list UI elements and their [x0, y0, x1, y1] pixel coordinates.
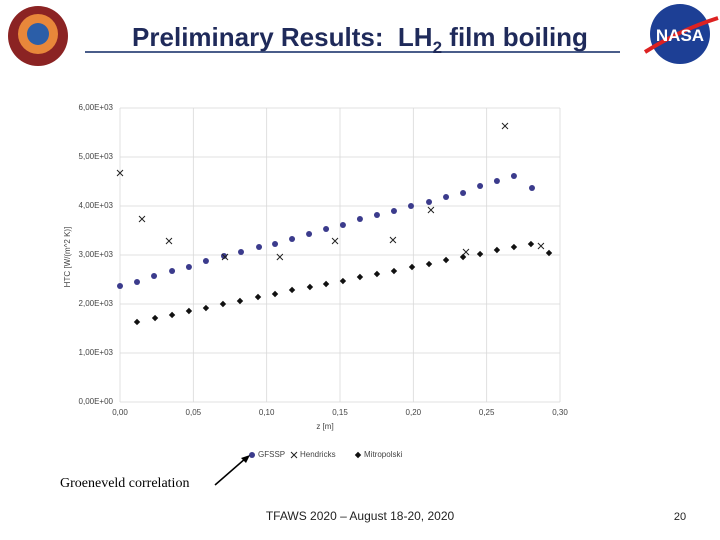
data-point	[236, 297, 244, 305]
data-point	[185, 264, 192, 271]
data-point	[276, 253, 284, 261]
data-point	[442, 256, 450, 264]
x-tick-label: 0,15	[332, 408, 348, 417]
data-point	[306, 230, 313, 237]
legend-marker	[249, 452, 255, 458]
data-point	[117, 283, 123, 290]
data-point	[462, 248, 470, 256]
x-tick-label: 0,10	[259, 408, 275, 417]
data-point	[459, 253, 467, 261]
page-number: 20	[674, 511, 686, 523]
data-point	[510, 243, 518, 251]
data-point	[168, 311, 176, 319]
y-tick-label: 4,00E+03	[79, 201, 114, 210]
data-point	[339, 277, 347, 285]
data-point	[545, 249, 553, 257]
data-point	[356, 273, 364, 281]
data-point	[116, 169, 124, 177]
data-point	[407, 203, 414, 209]
logo-core	[27, 23, 49, 45]
data-point	[443, 193, 450, 200]
legend-label: Hendricks	[300, 450, 336, 459]
data-point	[528, 185, 535, 192]
y-tick-label: 5,00E+03	[79, 152, 114, 161]
data-point	[426, 198, 433, 205]
annotation-arrow	[214, 457, 247, 486]
data-point	[527, 240, 535, 248]
data-point	[185, 307, 193, 315]
x-tick-label: 0,00	[112, 408, 128, 417]
data-point	[138, 215, 146, 223]
left-logo	[8, 6, 68, 66]
data-point	[493, 178, 500, 185]
title-text: film boiling	[442, 22, 588, 52]
data-point	[390, 207, 397, 214]
data-point	[501, 122, 509, 130]
x-tick-label: 0,25	[479, 408, 495, 417]
logo-swoosh	[643, 16, 719, 54]
data-point	[390, 267, 398, 275]
data-point	[202, 257, 209, 264]
x-axis-label: z [m]	[316, 422, 333, 431]
y-axis-label: HTC [W/(m^2 K)]	[63, 227, 72, 288]
x-tick-label: 0,20	[406, 408, 422, 417]
y-tick-label: 2,00E+03	[79, 299, 114, 308]
data-point	[151, 314, 159, 322]
data-point	[356, 215, 363, 222]
data-point	[389, 236, 397, 244]
legend-marker	[354, 451, 362, 459]
plot: 0,00E+00 1,00E+03 2,00E+03 3,00E+03 4,00E+03…	[63, 103, 568, 459]
data-point	[408, 263, 416, 271]
data-point	[238, 249, 244, 256]
data-point	[537, 242, 545, 250]
slide-title: Preliminary Results: LH2 film boiling	[132, 22, 588, 57]
data-point	[202, 304, 210, 312]
x-tick-label: 0,05	[186, 408, 202, 417]
y-tick-label: 0,00E+00	[79, 397, 114, 406]
data-point	[221, 253, 229, 261]
footer: TFAWS 2020 – August 18-20, 2020	[266, 509, 455, 523]
data-point	[322, 280, 330, 288]
data-point	[219, 300, 227, 308]
data-point	[169, 268, 176, 275]
data-point	[151, 273, 158, 280]
data-point	[272, 241, 279, 248]
data-point	[165, 237, 173, 245]
x-tick-label: 0,30	[552, 408, 568, 417]
arrow-head	[241, 455, 250, 463]
data-point	[460, 190, 467, 197]
data-point	[493, 246, 501, 254]
annotation: Groeneveld correlation	[60, 476, 189, 491]
data-point	[331, 237, 339, 245]
logo-text: NASA	[656, 26, 704, 45]
data-point	[306, 283, 314, 291]
legend-label: GFSSP	[258, 450, 285, 459]
data-point	[289, 235, 296, 242]
nasa-logo: NASA	[643, 4, 719, 64]
data-point	[339, 222, 346, 229]
title-text: Preliminary Results: LH	[132, 22, 433, 52]
data-point	[254, 293, 262, 301]
data-point	[288, 286, 296, 294]
y-tick-label: 1,00E+03	[79, 348, 114, 357]
data-point	[425, 260, 433, 268]
data-point	[134, 278, 141, 285]
y-tick-label: 6,00E+03	[79, 103, 114, 112]
data-point	[256, 244, 263, 251]
data-point	[323, 225, 330, 232]
data-point	[510, 173, 517, 180]
data-point	[373, 270, 381, 278]
data-point	[477, 183, 484, 190]
data-point	[427, 206, 435, 214]
data-point	[476, 250, 484, 258]
y-tick-label: 3,00E+03	[79, 250, 114, 259]
legend-label: Mitropolski	[364, 450, 402, 459]
data-point	[133, 318, 141, 326]
legend-marker	[290, 451, 298, 459]
data-point	[373, 212, 380, 219]
data-point	[271, 290, 279, 298]
title-subscript: 2	[433, 38, 442, 57]
